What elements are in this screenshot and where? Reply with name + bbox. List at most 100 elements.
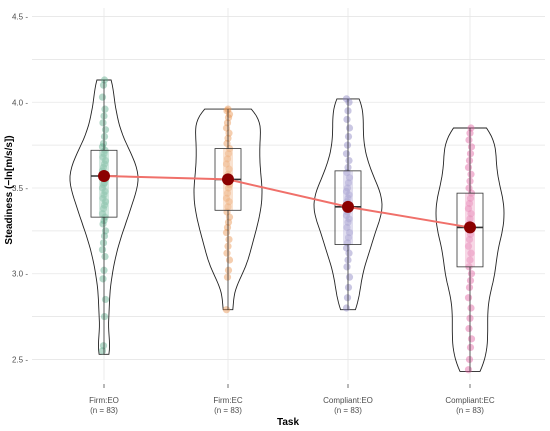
data-point — [464, 204, 473, 213]
category-n-label: (n = 83) — [90, 406, 118, 415]
data-point — [465, 283, 474, 292]
data-point — [98, 246, 107, 254]
data-point — [225, 198, 233, 206]
violin-firm-eo — [69, 79, 139, 355]
data-point — [343, 115, 351, 124]
data-point — [343, 223, 351, 232]
data-point — [99, 163, 108, 172]
data-point — [466, 150, 475, 158]
data-point — [467, 270, 476, 278]
data-point — [342, 304, 351, 312]
data-point — [345, 124, 354, 132]
data-point — [100, 150, 108, 158]
data-point — [467, 124, 475, 132]
data-point — [342, 95, 351, 103]
data-point — [465, 156, 474, 165]
data-point — [467, 210, 475, 218]
data-point — [345, 98, 353, 106]
data-point — [99, 139, 108, 148]
data-point — [225, 256, 234, 264]
data-point — [101, 252, 109, 261]
data-point — [224, 184, 233, 192]
y-tick-label: 4.0 - — [12, 98, 28, 107]
data-point — [222, 194, 231, 202]
y-axis-ticks: 2.5 - 3.0 - 3.5 - 4.0 - 4.5 - — [12, 13, 28, 365]
data-point — [467, 249, 475, 257]
category-label: Firm:EO — [89, 396, 119, 405]
data-point — [222, 306, 231, 314]
data-point — [225, 165, 233, 173]
category-label: Firm:EC — [213, 396, 243, 405]
data-point — [100, 312, 109, 321]
data-point — [345, 191, 353, 199]
data-point — [99, 204, 108, 213]
mean-point — [222, 173, 234, 186]
data-point — [345, 249, 353, 257]
data-point — [223, 155, 232, 163]
data-point — [467, 304, 475, 312]
box-iqr — [90, 149, 118, 218]
data-point — [223, 223, 232, 232]
data-point — [101, 295, 110, 304]
data-points — [98, 76, 476, 374]
data-point — [225, 235, 233, 244]
mean-point — [342, 200, 354, 213]
data-point — [222, 160, 231, 168]
mean-point — [98, 170, 110, 182]
data-point — [465, 324, 473, 333]
data-point — [100, 191, 108, 199]
data-point — [465, 235, 474, 244]
data-point — [465, 136, 473, 144]
data-point — [344, 179, 353, 187]
data-point — [223, 139, 231, 148]
data-point — [467, 143, 476, 151]
data-point — [344, 218, 352, 226]
data-point — [344, 234, 353, 242]
data-point — [223, 189, 232, 197]
category-n-label: (n = 83) — [214, 406, 242, 415]
data-point — [342, 187, 351, 196]
violin-firm-ec — [193, 108, 263, 311]
category-n-label: (n = 83) — [334, 406, 362, 415]
data-point — [464, 163, 473, 172]
data-point — [99, 180, 108, 189]
category-label: Compliant:EO — [323, 396, 373, 405]
y-axis-title: Steadiness (−ln[m/s/s]) — [4, 135, 15, 244]
data-point — [343, 141, 352, 149]
data-point — [99, 119, 107, 127]
data-point — [467, 335, 476, 343]
data-point — [223, 273, 232, 281]
data-point — [223, 119, 232, 127]
data-point — [224, 114, 233, 122]
data-point — [345, 156, 353, 165]
mean-trend-line — [103, 175, 471, 229]
data-point — [465, 199, 474, 208]
violin-compliant-ec — [435, 127, 505, 372]
data-point — [464, 294, 473, 302]
boxplots — [90, 80, 484, 372]
data-point — [223, 107, 231, 115]
data-point — [101, 156, 110, 165]
data-point — [98, 210, 107, 218]
data-point — [101, 126, 110, 134]
data-point — [98, 184, 107, 192]
data-point — [100, 201, 109, 209]
data-point — [225, 129, 233, 137]
data-point — [465, 355, 474, 364]
violins — [69, 79, 505, 372]
data-point — [224, 266, 233, 274]
data-point — [99, 194, 107, 202]
y-tick-label: 3.5 - — [12, 184, 28, 193]
data-point — [342, 211, 351, 220]
x-axis-title: Task — [277, 417, 299, 428]
data-point — [345, 228, 354, 237]
data-point — [224, 218, 233, 226]
x-axis-categories: Firm:EO(n = 83)Firm:EC(n = 83)Compliant:… — [89, 384, 495, 415]
mean-trend — [98, 170, 476, 234]
data-point — [464, 242, 473, 250]
violin-compliant-eo — [313, 98, 383, 311]
data-point — [343, 263, 351, 271]
category-n-label: (n = 83) — [456, 406, 484, 415]
data-point — [101, 198, 110, 206]
